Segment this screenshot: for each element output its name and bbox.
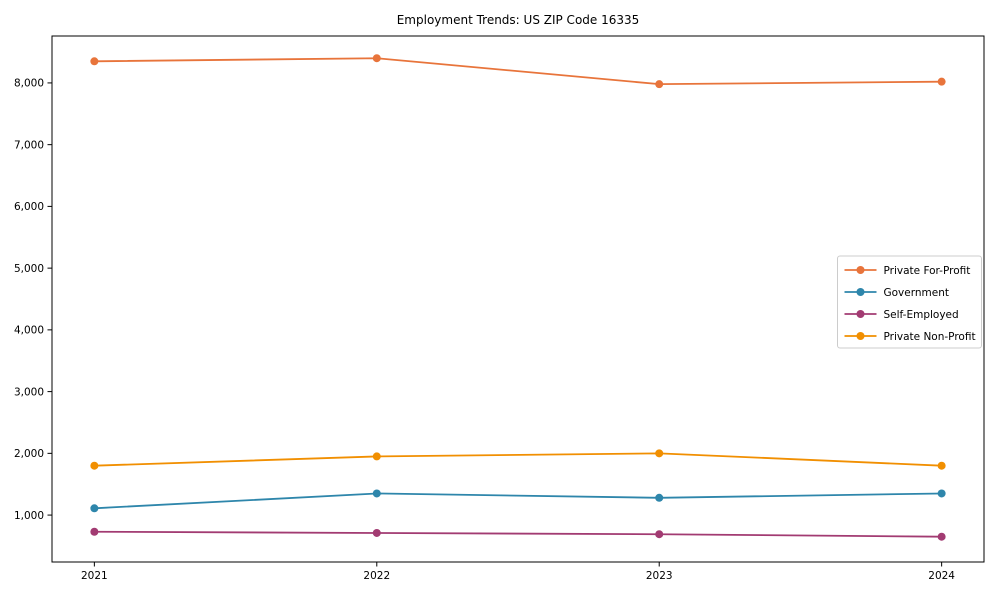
data-point-self-employed-2023 bbox=[655, 530, 664, 539]
legend-item-private-non-profit: Private Non-Profit bbox=[844, 331, 976, 343]
y-tick-label: 4,000 bbox=[14, 325, 44, 337]
data-point-private-non-profit-2022 bbox=[372, 452, 381, 461]
legend-label: Self-Employed bbox=[884, 309, 959, 321]
x-tick-label: 2022 bbox=[363, 570, 390, 582]
legend-marker bbox=[856, 288, 865, 296]
data-point-private-non-profit-2021 bbox=[90, 461, 99, 470]
legend-marker bbox=[856, 310, 865, 318]
data-point-private-for-profit-2024 bbox=[937, 77, 946, 86]
y-tick-label: 6,000 bbox=[14, 201, 44, 213]
plot-border bbox=[51, 35, 985, 563]
data-point-government-2023 bbox=[655, 493, 664, 502]
data-point-government-2021 bbox=[90, 504, 99, 513]
data-point-self-employed-2024 bbox=[937, 532, 946, 541]
legend-label: Private Non-Profit bbox=[884, 331, 976, 343]
legend-label: Private For-Profit bbox=[884, 265, 971, 277]
series-line-private-non-profit bbox=[93, 452, 943, 467]
y-tick-label: 1,000 bbox=[14, 510, 44, 522]
x-tick-label: 2023 bbox=[646, 570, 673, 582]
legend: Private For-Profit Government Self-Employe… bbox=[837, 255, 982, 349]
data-point-private-for-profit-2021 bbox=[90, 57, 99, 66]
y-tick-label: 5,000 bbox=[14, 263, 44, 275]
y-tick-label: 7,000 bbox=[14, 139, 44, 151]
series-government bbox=[90, 489, 946, 513]
y-tick-label: 2,000 bbox=[14, 448, 44, 460]
y-tick-label: 8,000 bbox=[14, 78, 44, 90]
data-point-private-non-profit-2024 bbox=[937, 461, 946, 470]
legend-marker bbox=[856, 332, 865, 340]
chart-title: Employment Trends: US ZIP Code 16335 bbox=[396, 13, 640, 27]
data-point-government-2022 bbox=[372, 489, 381, 498]
series-line-government bbox=[93, 492, 943, 510]
data-point-private-for-profit-2023 bbox=[655, 80, 664, 89]
data-point-private-non-profit-2023 bbox=[655, 449, 664, 458]
series-line-private-for-profit bbox=[93, 57, 943, 86]
data-point-self-employed-2022 bbox=[372, 528, 381, 537]
data-point-private-for-profit-2022 bbox=[372, 54, 381, 63]
legend-item-private-for-profit: Private For-Profit bbox=[844, 265, 971, 277]
series-private-non-profit bbox=[90, 449, 946, 470]
x-tick-label: 2024 bbox=[928, 570, 955, 582]
legend-box bbox=[837, 255, 982, 349]
y-tick-label: 3,000 bbox=[14, 386, 44, 398]
series-line-self-employed bbox=[93, 530, 943, 538]
legend-item-government: Government bbox=[844, 287, 949, 299]
data-point-government-2024 bbox=[937, 489, 946, 498]
data-point-self-employed-2021 bbox=[90, 527, 99, 536]
legend-marker bbox=[856, 266, 865, 274]
legend-label: Government bbox=[884, 287, 949, 299]
x-tick-label: 2021 bbox=[81, 570, 108, 582]
legend-item-self-employed: Self-Employed bbox=[844, 309, 959, 321]
series-private-for-profit bbox=[90, 54, 946, 89]
series-self-employed bbox=[90, 527, 946, 541]
